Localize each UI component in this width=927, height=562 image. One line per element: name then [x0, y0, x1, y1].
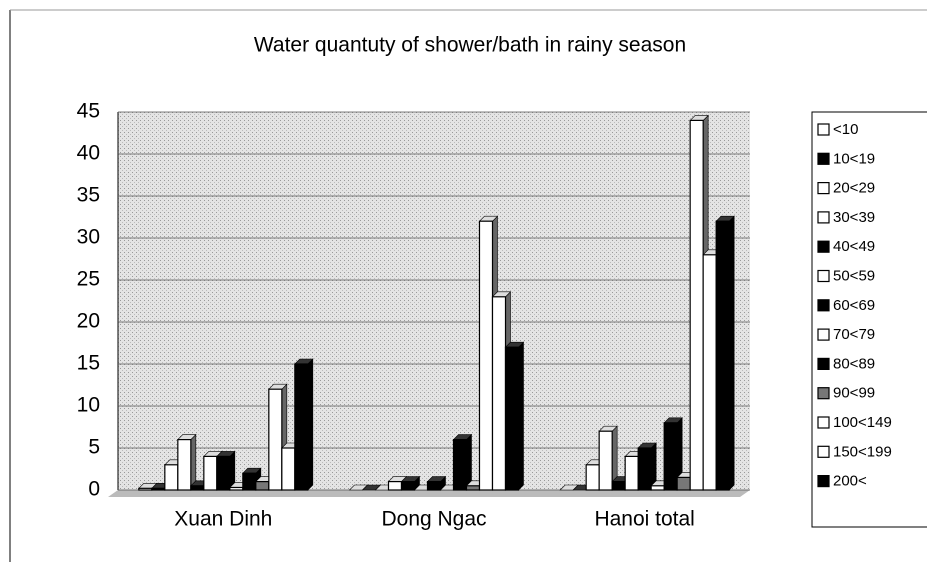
legend-swatch [817, 152, 830, 165]
legend-swatch [817, 387, 830, 400]
legend-swatch [817, 357, 830, 370]
legend-swatch [817, 416, 830, 429]
bar [387, 481, 403, 491]
legend-label: <10 [833, 121, 858, 138]
chart-title: Water quantuty of shower/bath in rainy s… [254, 34, 686, 57]
y-tick-label: 10 [77, 394, 100, 417]
y-tick-label: 30 [77, 226, 100, 249]
legend-label: 100<149 [833, 414, 892, 431]
legend-label: 60<69 [833, 297, 875, 314]
y-tick-label: 0 [88, 478, 100, 501]
bar [203, 455, 218, 491]
legend-swatch [817, 475, 830, 488]
legend [811, 111, 927, 528]
legend-label: 20<29 [833, 180, 875, 197]
bar [504, 346, 520, 491]
bar [491, 296, 507, 491]
bar-side [518, 341, 524, 491]
bar [268, 388, 283, 491]
bar-side [728, 215, 735, 491]
legend-swatch [817, 182, 830, 195]
x-tick-label: Xuan Dinh [174, 508, 272, 531]
y-tick-label: 35 [77, 184, 100, 207]
y-tick-label: 25 [77, 268, 100, 291]
bar [281, 447, 296, 491]
y-tick-label: 15 [77, 352, 100, 375]
y-tick-label: 5 [88, 436, 100, 459]
bar [452, 439, 468, 491]
bar [650, 485, 665, 491]
bar [478, 220, 494, 491]
bar [611, 481, 626, 491]
bar [465, 485, 481, 491]
legend-swatch [817, 123, 830, 136]
bar [151, 487, 166, 491]
y-tick-label: 20 [77, 310, 100, 333]
legend-label: 40<49 [833, 238, 875, 255]
floor [108, 490, 750, 497]
bar [294, 363, 309, 491]
legend-label: 150<199 [833, 443, 892, 460]
bar [689, 119, 704, 491]
bar [624, 455, 639, 491]
bar [400, 481, 416, 491]
bar [242, 472, 257, 491]
bar [676, 476, 691, 491]
bar [138, 487, 153, 491]
legend-label: 80<89 [833, 355, 875, 372]
legend-swatch [817, 328, 830, 341]
legend-swatch [817, 269, 830, 283]
bar [715, 220, 730, 491]
bar [426, 481, 442, 491]
y-tick-label: 45 [77, 100, 100, 123]
bar [598, 430, 613, 491]
y-tick-label: 40 [77, 142, 100, 165]
bar [216, 455, 231, 491]
x-tick-label: Hanoi total [594, 508, 694, 531]
bar [637, 447, 652, 491]
legend-label: 200< [833, 473, 867, 490]
bar [229, 486, 244, 491]
legend-label: 90<99 [833, 385, 875, 402]
bar [663, 422, 678, 491]
legend-swatch [817, 445, 830, 458]
bar [177, 439, 192, 491]
legend-swatch [817, 240, 830, 253]
legend-swatch [817, 211, 830, 224]
bar-side [307, 358, 314, 491]
plot-area [118, 112, 750, 490]
x-tick-label: Dong Ngac [381, 508, 486, 531]
bar [585, 464, 600, 491]
legend-label: 10<19 [833, 150, 875, 167]
legend-label: 50<59 [833, 267, 875, 284]
bar [255, 481, 270, 491]
legend-swatch [817, 299, 830, 312]
bar [164, 464, 179, 491]
bar [702, 254, 717, 491]
legend-label: 30<39 [833, 209, 875, 226]
legend-label: 70<79 [833, 326, 875, 343]
bar [190, 485, 205, 491]
